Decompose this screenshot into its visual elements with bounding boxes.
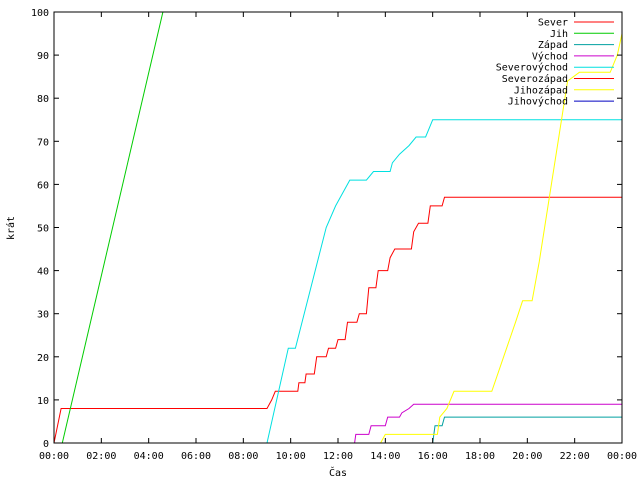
legend-label: Východ	[532, 50, 568, 62]
x-tick-label: 04:00	[134, 451, 164, 462]
y-tick-label: 40	[37, 267, 49, 278]
series-line-2	[418, 416, 622, 443]
x-tick-label: 12:00	[323, 451, 353, 462]
legend-label: Jihozápad	[514, 84, 568, 96]
y-tick-label: 90	[37, 51, 49, 62]
x-tick-label: 22:00	[560, 451, 590, 462]
series-line-0	[54, 196, 622, 443]
x-tick-label: 06:00	[181, 451, 211, 462]
legend-label: Jih	[550, 29, 568, 40]
series-layer	[54, 12, 622, 443]
x-tick-label: 02:00	[86, 451, 116, 462]
series-line-6	[380, 33, 622, 443]
y-tick-label: 70	[37, 137, 49, 148]
series-line-3	[354, 403, 622, 443]
legend-label: Severozápad	[502, 73, 568, 85]
y-tick-label: 100	[31, 8, 49, 19]
y-tick-label: 0	[43, 439, 49, 450]
x-tick-label: 14:00	[370, 451, 400, 462]
y-tick-label: 10	[37, 396, 49, 407]
x-tick-label: 00:00	[39, 451, 69, 462]
y-axis-label: krát	[5, 216, 17, 240]
x-tick-label: 18:00	[465, 451, 495, 462]
legend-label: Severovýchod	[496, 62, 568, 74]
legend-label: Jihovýchod	[508, 96, 568, 108]
y-tick-label: 50	[37, 224, 49, 235]
series-line-4	[266, 119, 622, 443]
legend-label: Sever	[538, 18, 568, 29]
series-line-1	[61, 12, 164, 443]
x-tick-label: 10:00	[276, 451, 306, 462]
y-tick-label: 80	[37, 94, 49, 105]
y-tick-label: 30	[37, 310, 49, 321]
legend: SeverJihZápadVýchodSeverovýchodSeverozáp…	[496, 18, 614, 108]
x-tick-label: 00:00	[607, 451, 637, 462]
legend-label: Západ	[538, 39, 568, 51]
x-axis-label: Čas	[329, 466, 347, 479]
x-tick-label: 16:00	[418, 451, 448, 462]
y-tick-label: 20	[37, 353, 49, 364]
axes-layer: 0 10 20 30 40 50 60 70 80 90 100 00:00 02:00 04:00 06:…	[31, 8, 637, 462]
x-tick-label: 20:00	[512, 451, 542, 462]
y-tick-label: 60	[37, 180, 49, 191]
x-tick-label: 08:00	[228, 451, 258, 462]
